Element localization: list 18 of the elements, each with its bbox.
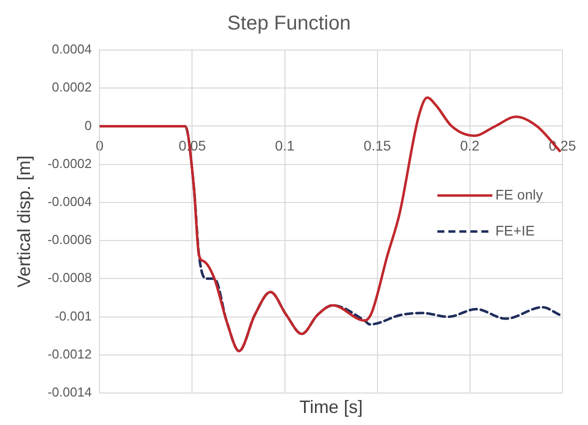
y-tick-label: -0.0014	[48, 384, 92, 400]
y-tick-label: 0.0004	[52, 42, 92, 57]
y-tick-label: -0.0006	[48, 232, 92, 248]
x-tick-label: 0.15	[364, 137, 392, 154]
y-tick-label: 0.0002	[52, 80, 92, 95]
y-tick-label: -0.0008	[48, 270, 92, 286]
y-tick-label: -0.001	[54, 308, 92, 324]
y-tick-label: 0	[84, 118, 92, 133]
legend-label: FE only	[495, 186, 543, 202]
x-axis-title: Time [s]	[299, 396, 363, 417]
y-tick-label: -0.0004	[48, 194, 92, 210]
x-tick-label: 0.2	[460, 137, 480, 154]
x-tick-label: 0.1	[275, 137, 295, 154]
y-tick-label: -0.0002	[48, 156, 92, 171]
y-tick-label: -0.0012	[48, 346, 92, 362]
y-axis-title: Vertical disp. [m]	[14, 155, 34, 288]
chart-title: Step Function	[227, 12, 351, 35]
legend-label: FE+IE	[495, 222, 535, 238]
